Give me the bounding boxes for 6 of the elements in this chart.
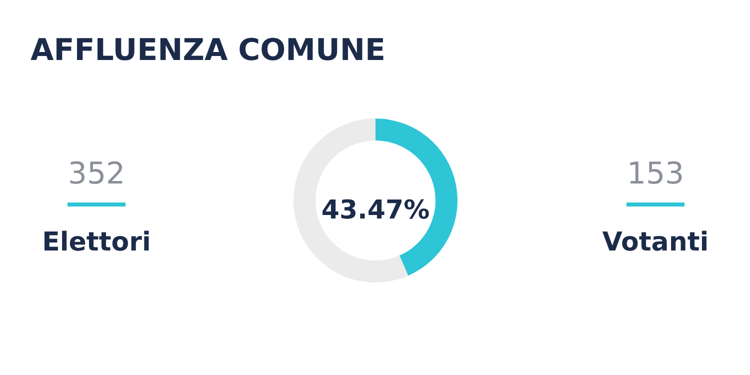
chart-title: AFFLUENZA COMUNE [30,33,386,68]
text: 43.47% [321,196,430,226]
text: 352 [68,156,126,192]
text: 153 [626,156,684,192]
text: Votanti [602,228,709,258]
text: Elettori [42,228,151,258]
